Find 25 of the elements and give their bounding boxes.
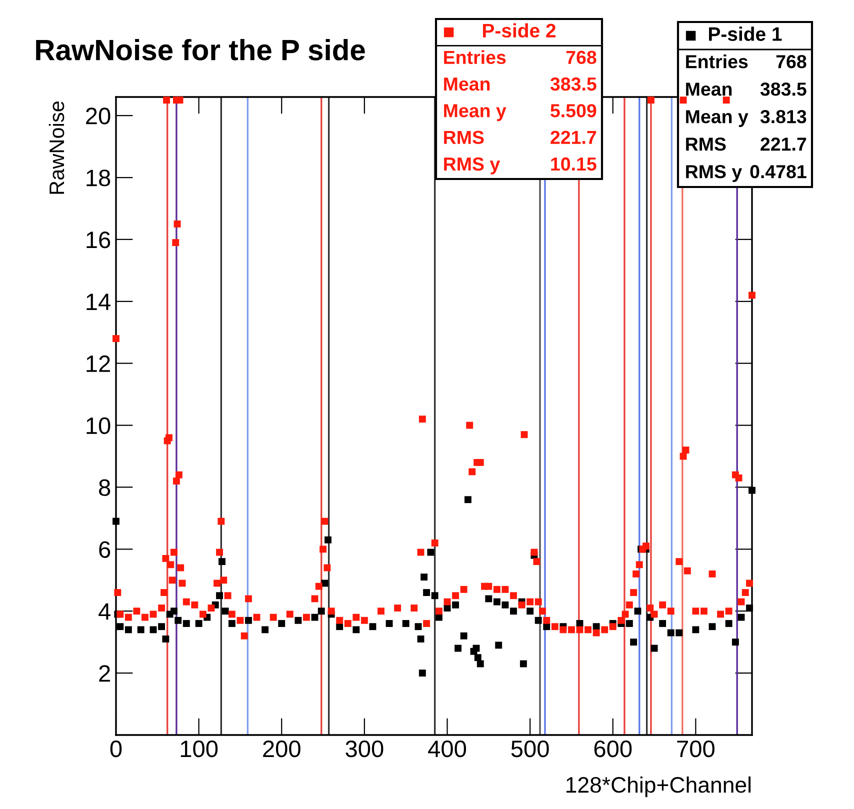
- x-tick-label: 100: [180, 740, 218, 758]
- x-axis-title: 128*Chip+Channel: [566, 776, 751, 798]
- y-tick-label: 2: [99, 665, 110, 682]
- y-tick-label: 4: [98, 603, 110, 620]
- legend-label: P-side 2: [483, 23, 556, 38]
- y-axis-title: RawNoise: [48, 101, 64, 194]
- x-tick-label: 0: [110, 740, 122, 758]
- legend-label: P-side 1: [709, 26, 782, 41]
- y-tick-label: 12: [86, 355, 110, 372]
- y-tick-label: 10: [86, 417, 110, 434]
- y-tick-label: 20: [86, 108, 110, 124]
- y-tick-label: 6: [99, 541, 110, 558]
- x-tick-label: 500: [511, 740, 549, 758]
- x-tick-label: 200: [263, 740, 300, 758]
- y-tick-label: 8: [99, 479, 110, 496]
- chart-title: RawNoise for the P side: [36, 38, 365, 60]
- y-tick-label: 16: [86, 232, 110, 248]
- text: Entries 768 Mean 383.5 Mean y 5.509 RMS 221.7 RMS y 10.15: [444, 50, 596, 174]
- x-tick-label: 300: [346, 740, 384, 758]
- text: Entries 768 Mean 383.5 Mean y 3.813 RMS 221.7 RMS y 0.4781: [686, 54, 806, 182]
- x-tick-label: 400: [428, 740, 466, 758]
- y-tick-label: 18: [86, 170, 110, 186]
- x-tick-label: 600: [594, 740, 632, 758]
- y-tick-label: 14: [86, 294, 110, 310]
- x-tick-label: 700: [677, 740, 714, 758]
